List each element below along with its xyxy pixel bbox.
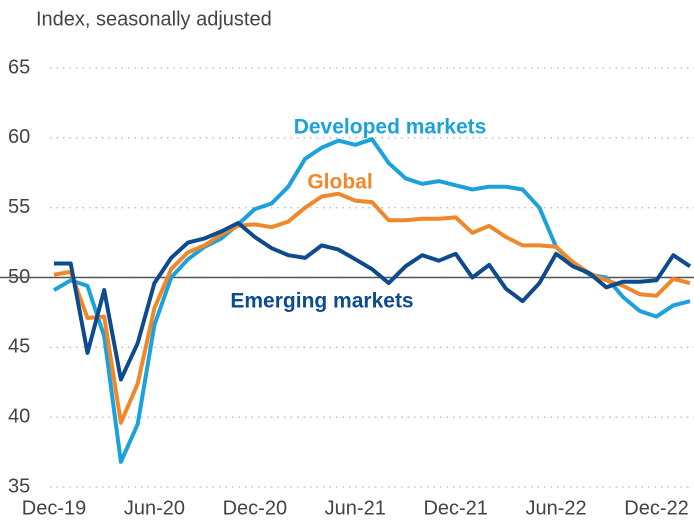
y-tick-label: 40 — [8, 405, 30, 427]
y-axis-label: Index, seasonally adjusted — [36, 8, 272, 30]
y-tick-label: 35 — [8, 475, 30, 497]
x-tick-label: Dec-19 — [22, 497, 86, 519]
series-label: Developed markets — [294, 116, 487, 139]
x-tick-label: Jun-21 — [325, 497, 386, 519]
y-tick-label: 55 — [8, 196, 30, 218]
x-tick-label: Jun-20 — [124, 497, 185, 519]
x-tick-label: Jun-22 — [526, 497, 587, 519]
x-tick-label: Dec-20 — [223, 497, 287, 519]
x-tick-label: Dec-21 — [423, 497, 487, 519]
y-tick-label: 60 — [8, 126, 30, 148]
y-tick-label: 65 — [8, 56, 30, 78]
series-label: Global — [307, 171, 372, 194]
series-line — [54, 221, 692, 382]
x-tick-label: Dec-22 — [624, 497, 688, 519]
y-tick-label: 45 — [8, 336, 30, 358]
series-label: Emerging markets — [230, 290, 413, 313]
